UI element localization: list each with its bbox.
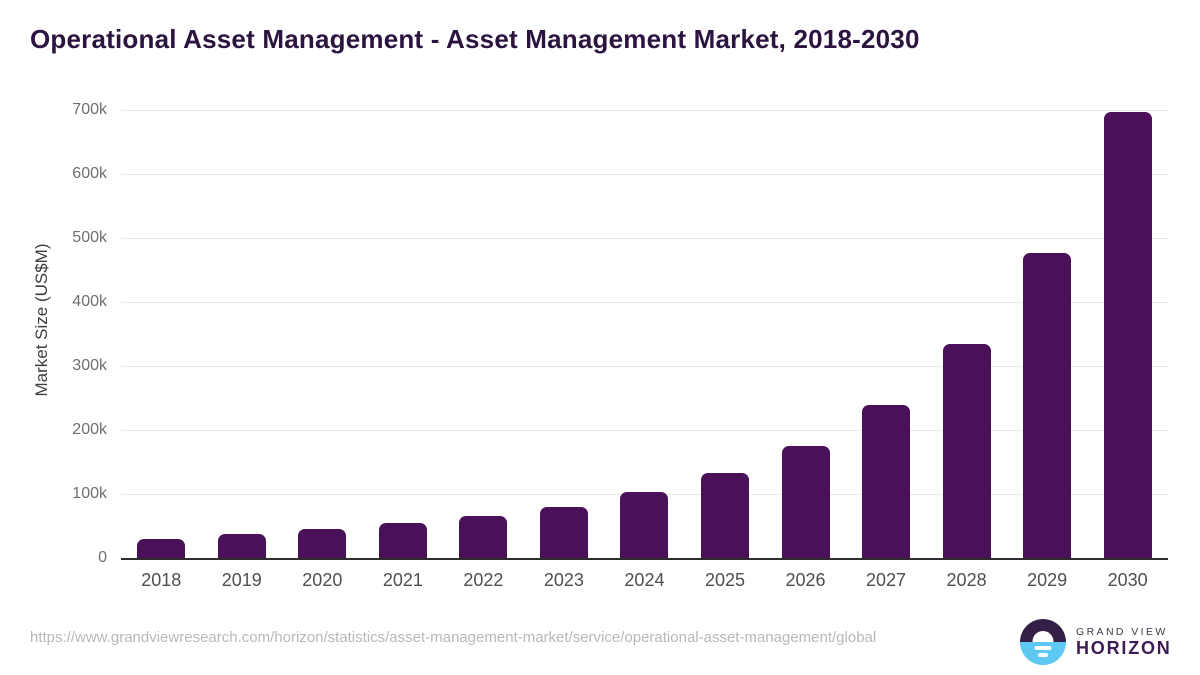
x-axis-line — [121, 558, 1168, 560]
logo-text-grand-view: GRAND VIEW — [1076, 625, 1168, 638]
y-axis-ticks: 0 100k 200k 300k 400k 500k 600k 700k — [0, 101, 107, 566]
x-tick-label: 2027 — [866, 570, 907, 590]
y-tick-label: 600k — [72, 165, 107, 182]
logo-reflection-line-2 — [1038, 653, 1048, 657]
gridline — [121, 366, 1168, 367]
bar-2020 — [298, 529, 347, 558]
gridline — [121, 238, 1168, 239]
bar-slot — [1087, 110, 1168, 558]
grand-view-horizon-logo: GRAND VIEW HORIZON — [1020, 619, 1172, 665]
bar-2026 — [781, 446, 830, 558]
gridline — [121, 110, 1168, 111]
logo-sky-half — [1020, 619, 1066, 642]
logo-reflection-line-1 — [1034, 646, 1052, 650]
bar-slot — [604, 110, 685, 558]
bar-2019 — [217, 534, 266, 558]
bar-2027 — [862, 405, 911, 558]
bar-2025 — [700, 472, 749, 558]
bar-2022 — [459, 516, 508, 558]
bar-2021 — [378, 523, 427, 558]
page-title: Operational Asset Management - Asset Man… — [30, 24, 920, 54]
gridline — [121, 302, 1168, 303]
logo-sun-dome — [1032, 631, 1054, 642]
y-tick-label: 200k — [72, 421, 107, 438]
bar-slot — [363, 110, 444, 558]
bar-2018 — [137, 539, 186, 558]
bar-slot — [524, 110, 605, 558]
gridline — [121, 430, 1168, 431]
bar-slot — [443, 110, 524, 558]
logo-text-horizon: HORIZON — [1076, 637, 1172, 658]
x-tick-label: 2022 — [463, 570, 504, 590]
x-tick-label: 2023 — [543, 570, 584, 590]
bar-2023 — [539, 506, 588, 558]
x-tick-label: 2024 — [624, 570, 665, 590]
bar-slot — [202, 110, 283, 558]
bars-container — [121, 110, 1168, 558]
y-tick-label: 0 — [98, 549, 107, 566]
bar-2030 — [1103, 111, 1152, 558]
bar-2024 — [620, 492, 669, 558]
x-axis-labels: 2018 2019 2020 2021 2022 2023 2024 2025 2026 2027… — [121, 570, 1168, 591]
y-tick-label: 700k — [72, 101, 107, 118]
y-tick-label: 100k — [72, 485, 107, 502]
bar-slot — [282, 110, 363, 558]
y-tick-label: 500k — [72, 229, 107, 246]
x-tick-label: 2029 — [1027, 570, 1068, 590]
bar-slot — [765, 110, 846, 558]
x-tick-label: 2020 — [302, 570, 343, 590]
horizon-sun-icon — [1020, 619, 1066, 665]
y-tick-label: 400k — [72, 293, 107, 310]
plot-area — [121, 110, 1168, 560]
x-tick-label: 2019 — [221, 570, 262, 590]
x-tick-label: 2025 — [704, 570, 745, 590]
bar-slot — [685, 110, 766, 558]
x-tick-label: 2030 — [1107, 570, 1148, 590]
bar-2029 — [1023, 253, 1072, 558]
logo-text: GRAND VIEW HORIZON — [1076, 626, 1172, 659]
bar-slot — [926, 110, 1007, 558]
gridline — [121, 174, 1168, 175]
x-tick-label: 2026 — [785, 570, 826, 590]
x-tick-label: 2028 — [946, 570, 987, 590]
bar-slot — [846, 110, 927, 558]
bar-slot — [1007, 110, 1088, 558]
bar-2028 — [942, 344, 991, 558]
bar-slot — [121, 110, 202, 558]
y-tick-label: 300k — [72, 357, 107, 374]
source-url: https://www.grandviewresearch.com/horizo… — [30, 629, 877, 646]
x-tick-label: 2018 — [141, 570, 182, 590]
x-tick-label: 2021 — [382, 570, 423, 590]
